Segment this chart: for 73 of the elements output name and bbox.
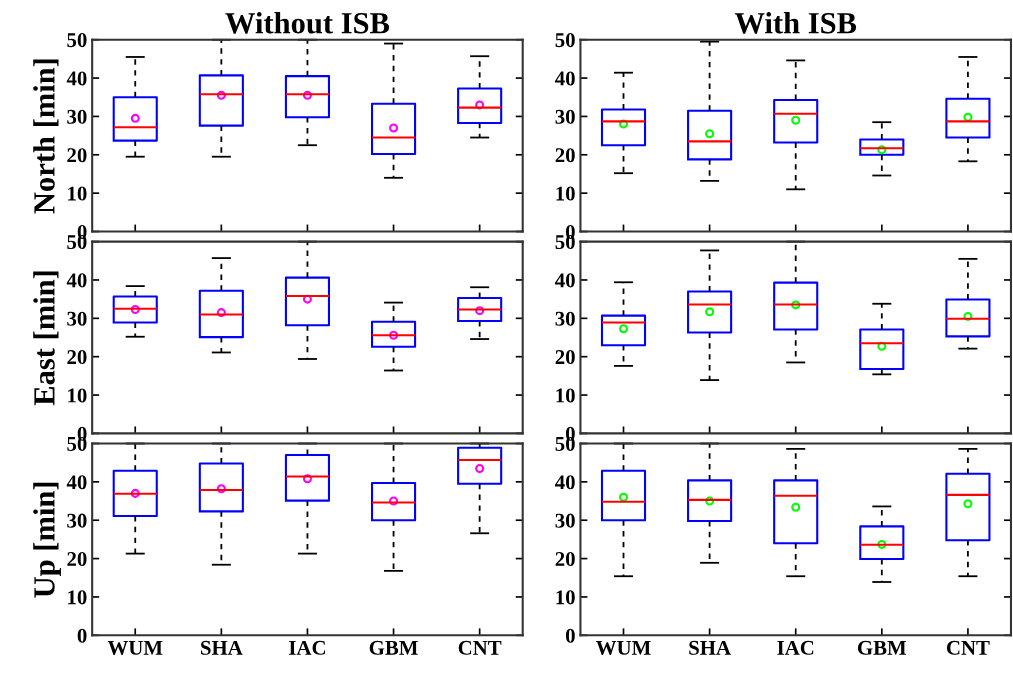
y-tick-label: 10 (68, 388, 87, 403)
point (302, 90, 312, 100)
point (877, 341, 887, 351)
point (389, 496, 399, 506)
point (791, 502, 801, 512)
point (877, 145, 887, 155)
point (389, 330, 399, 340)
point (618, 119, 629, 129)
x-tick-label: WUM (107, 640, 163, 655)
point (963, 112, 973, 122)
point (618, 492, 629, 502)
y-axis-title: North [min] (33, 59, 59, 214)
point (705, 496, 715, 506)
point (705, 307, 715, 317)
point (302, 294, 312, 304)
point (130, 304, 140, 315)
point (791, 300, 801, 310)
point (130, 488, 140, 498)
x-tick-label: GBM (369, 640, 418, 655)
y-tick-label: 30 (555, 109, 575, 124)
y-tick-label: 10 (556, 388, 575, 403)
y-tick-label: 40 (66, 273, 87, 288)
y-tick-label: 0 (77, 628, 87, 643)
x-tick-label: GBM (857, 640, 907, 655)
y-tick-label: 20 (555, 350, 575, 365)
point (475, 100, 485, 110)
x-tick-label: SHA (689, 640, 731, 655)
x-tick-label: CNT (946, 640, 990, 655)
point (618, 324, 629, 334)
x-tick-label: SHA (201, 640, 243, 655)
y-tick-label: 10 (556, 590, 575, 605)
y-axis-title: Up [min] (33, 482, 61, 598)
point (475, 306, 485, 316)
y-tick-label: 20 (67, 551, 87, 567)
x-tick-label: IAC (289, 640, 325, 655)
point (791, 115, 801, 125)
y-tick-label: 30 (555, 311, 575, 326)
point (130, 113, 140, 123)
point (216, 308, 226, 318)
y-tick-label: 30 (67, 513, 87, 528)
y-tick-label: 0 (565, 628, 575, 643)
y-tick-label: 40 (555, 273, 575, 288)
y-tick-label: 10 (68, 186, 87, 201)
y-tick-label: 50 (67, 33, 87, 48)
point (389, 123, 399, 133)
x-tick-label: IAC (777, 640, 814, 655)
y-axis-title: East [min] (33, 271, 59, 406)
x-tick-label: WUM (596, 640, 651, 655)
y-tick-label: 40 (555, 71, 575, 86)
y-tick-label: 20 (67, 350, 87, 365)
point (475, 463, 485, 473)
y-tick-label: 10 (556, 186, 575, 201)
y-tick-label: 10 (68, 590, 87, 605)
y-tick-label: 50 (555, 33, 575, 48)
y-tick-label: 30 (67, 109, 87, 124)
y-tick-label: 30 (555, 513, 575, 528)
point (877, 539, 887, 549)
point (705, 129, 715, 139)
y-tick-label: 30 (67, 311, 87, 326)
y-tick-label: 20 (555, 551, 575, 567)
point (963, 311, 973, 321)
point (216, 484, 226, 494)
chart-title: Without ISB (225, 12, 390, 34)
chart-title: With ISB (734, 12, 857, 34)
point (302, 474, 312, 484)
x-tick-label: CNT (458, 640, 502, 655)
point (216, 90, 226, 100)
y-tick-label: 20 (67, 148, 87, 163)
y-tick-label: 40 (66, 71, 87, 86)
y-tick-label: 40 (555, 475, 575, 490)
y-tick-label: 20 (555, 148, 575, 163)
y-tick-label: 40 (66, 475, 87, 490)
point (963, 499, 973, 509)
